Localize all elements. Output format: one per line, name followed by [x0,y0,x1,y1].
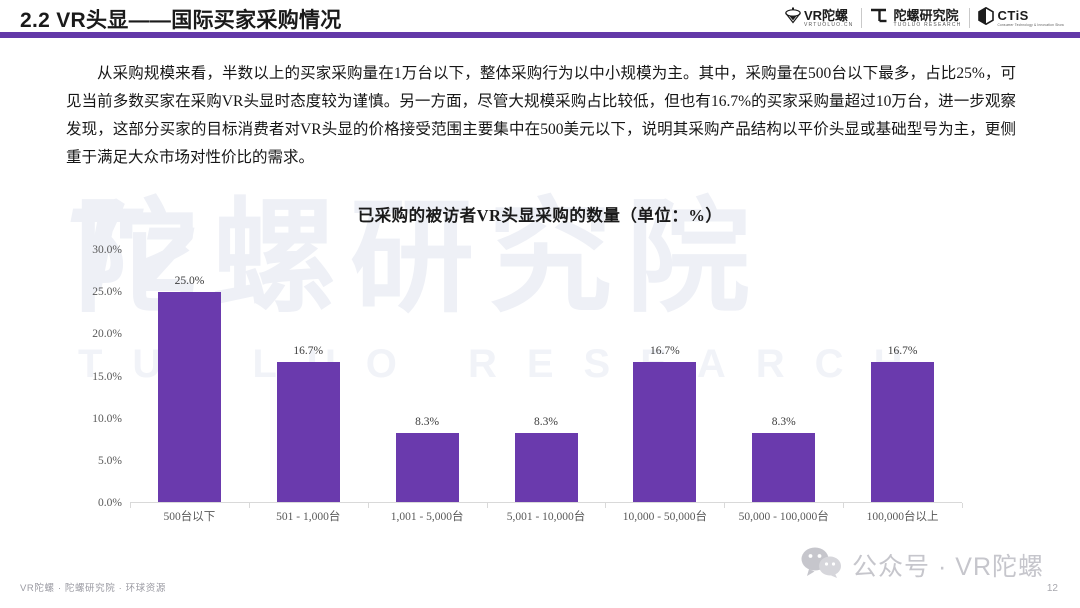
spinning-top-icon [785,7,801,30]
bar-slot: 8.3% [368,250,487,503]
chart-title: 已采购的被访者VR头显采购的数量（单位：%） [357,206,723,225]
x-axis-tickmark [367,503,369,508]
bar-value-label: 25.0% [174,275,205,288]
body-paragraph: 从采购规模来看，半数以上的买家采购量在1万台以下，整体采购行为以中小规模为主。其… [66,65,1016,166]
x-axis-tickmark [605,503,607,508]
chart-bars: 25.0% 16.7% 8.3% 8.3% 16.7% 8.3% 16.7% [130,250,962,503]
logo-ctis-sublabel: Consumer Technology & Innovation Show [997,22,1064,27]
bar-value-label: 8.3% [534,416,558,429]
x-axis-tick-label: 500台以下 [163,511,216,523]
y-axis-tick-label: 20.0% [92,328,122,341]
y-axis-tick-label: 15.0% [92,370,122,383]
footer-source: VR陀螺 · 陀螺研究院 · 环球资源 [20,583,166,594]
page-header: 2.2 VR头显——国际买家采购情况 VR陀螺 VRTUOLUO.CN [0,0,1080,38]
y-axis-tick-label: 25.0% [92,286,122,299]
header-accent-rule [0,32,1080,38]
x-axis-tickmark [843,503,845,508]
logo-tuoluo-sublabel: TUOLUO RESEARCH [893,21,962,28]
logo-vrtuoluo-sublabel: VRTUOLUO.CN [803,21,854,28]
y-axis-tick-label: 0.0% [98,497,122,509]
bar[interactable] [633,362,697,503]
wechat-promo: 公众号 · VR陀螺 [800,546,1044,583]
x-axis-tickmark [962,503,963,508]
bar-value-label: 16.7% [293,345,324,358]
x-axis-tickmark [486,503,488,508]
bar-slot: 16.7% [843,250,962,503]
bar-slot: 25.0% [130,250,249,503]
x-axis-tickmark [130,503,131,508]
x-axis-tickmark [248,503,250,508]
bar-value-label: 16.7% [887,345,918,358]
x-axis-tick-label: 501 - 1,000台 [276,511,341,523]
bar[interactable] [395,433,459,503]
ctis-hexagon-icon [978,6,995,30]
wechat-icon [800,546,842,583]
y-axis-tick-label: 5.0% [98,454,122,467]
bar[interactable] [276,362,340,503]
y-axis-tick-label: 30.0% [92,244,122,256]
bar[interactable] [752,433,816,503]
bar-value-label: 8.3% [771,416,796,429]
bar[interactable] [514,433,578,503]
bar-chart: 已采购的被访者VR头显采购的数量（单位：%） 30.0% 25.0% 20.0% 15… [0,190,1080,535]
logo-divider [861,8,863,28]
x-axis-tick-label: 100,000台以上 [866,511,939,523]
bar-value-label: 16.7% [650,345,680,358]
x-axis-line [130,502,962,503]
bar-slot: 8.3% [724,250,843,503]
bar-value-label: 8.3% [415,416,440,429]
logo-ctis: CTiS Consumer Technology & Innovation Sh… [970,6,1072,30]
logo-tuoluo-label: 陀螺研究院 [893,7,959,23]
x-axis-tickmark [724,503,726,508]
tuoluo-monogram-icon [870,7,890,30]
x-axis-tick-label: 50,000 - 100,000台 [738,511,829,523]
chart-plot-area: 30.0% 25.0% 20.0% 15.0% 10.0% 5.0% 0.0% 25.0% 1… [92,244,963,509]
x-axis-tick-label: 10,000 - 50,000台 [622,511,708,523]
x-axis-labels: 500台以下 501 - 1,000台 1,001 - 5,000台 5,001 - … [130,508,962,524]
header-logo-group: VR陀螺 VRTUOLUO.CN 陀螺研究院 TUOLUO RESEARCH [777,4,1072,32]
wechat-label: 公众号 · VR陀螺 [852,552,1044,581]
logo-tuoluo-research: 陀螺研究院 TUOLUO RESEARCH [862,6,969,30]
logo-vrtuoluo-label: VR陀螺 [803,7,848,23]
bar[interactable] [871,362,935,503]
page-title: 2.2 VR头显——国际买家采购情况 [20,9,342,32]
logo-vrtuoluo: VR陀螺 VRTUOLUO.CN [777,6,862,30]
bar-slot: 16.7% [249,250,368,503]
bar-slot: 8.3% [487,250,606,503]
page-number: 12 [1046,583,1058,594]
bar[interactable] [157,292,221,503]
y-axis-tick-label: 10.0% [92,412,122,425]
x-axis-tick-label: 5,001 - 10,000台 [506,511,586,523]
bar-slot: 16.7% [605,250,724,503]
logo-divider [969,8,971,28]
x-axis-tick-label: 1,001 - 5,000台 [390,511,464,523]
logo-ctis-label: CTiS [997,7,1029,23]
